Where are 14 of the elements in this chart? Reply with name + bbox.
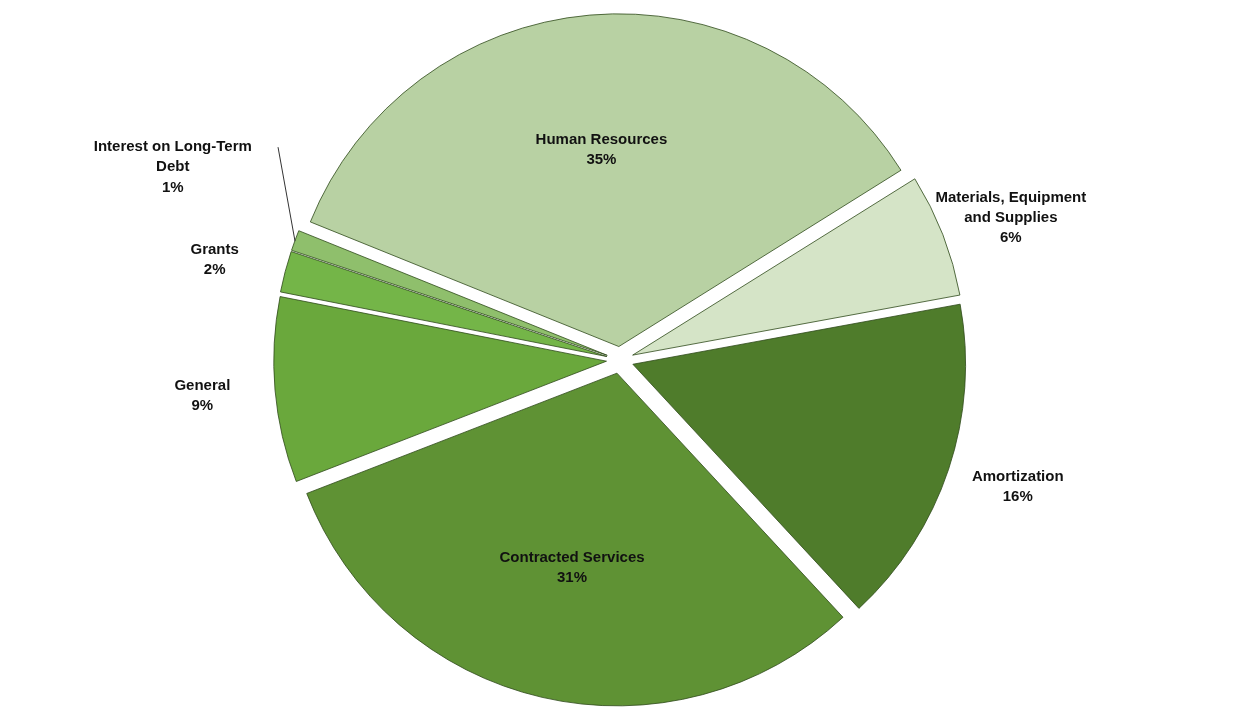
data-label: 31% bbox=[557, 568, 588, 586]
slice-label: General bbox=[174, 375, 231, 393]
data-label: 9% bbox=[191, 396, 214, 414]
slice-label: Amortization bbox=[971, 466, 1064, 484]
data-label: 1% bbox=[161, 177, 184, 195]
data-label: 6% bbox=[1000, 228, 1022, 246]
data-label: 2% bbox=[203, 260, 226, 278]
slice-label: Materials, Equipment and Supplies bbox=[935, 187, 1087, 225]
slice-label: Contracted Services bbox=[499, 547, 645, 565]
data-label: 35% bbox=[586, 150, 617, 168]
slice-label: Interest on Long-Term Debt bbox=[93, 136, 252, 175]
slice-label: Human Resources bbox=[535, 130, 668, 148]
slice-label: Grants bbox=[190, 239, 239, 257]
data-label: 16% bbox=[1002, 487, 1033, 505]
